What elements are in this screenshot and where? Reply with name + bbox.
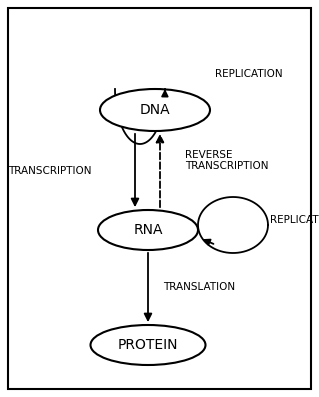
Text: REPLICATION: REPLICATION [215,69,283,79]
Text: TRANSLATION: TRANSLATION [163,283,235,293]
Text: DNA: DNA [140,103,170,117]
Text: PROTEIN: PROTEIN [118,338,178,352]
Ellipse shape [98,210,198,250]
Text: TRANSCRIPTION: TRANSCRIPTION [8,166,92,175]
Ellipse shape [91,325,205,365]
Text: REPLICATION: REPLICATION [270,215,319,225]
Text: RNA: RNA [133,223,163,237]
Text: REVERSE
TRANSCRIPTION: REVERSE TRANSCRIPTION [185,150,269,171]
Ellipse shape [100,89,210,131]
